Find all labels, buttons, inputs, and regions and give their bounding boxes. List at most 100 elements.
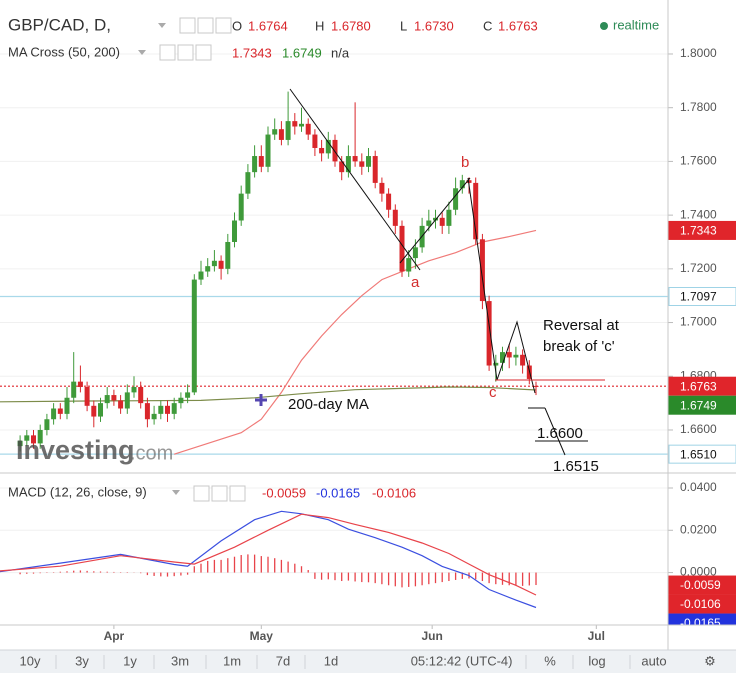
ohlc-value: 1.6764 [248,18,288,33]
annotation: Reversal at [543,317,620,334]
ohlc-label: C [483,18,492,33]
y-tick-label: 1.8000 [680,46,717,60]
range-button[interactable]: 10y [20,653,41,668]
price-badge [668,287,736,307]
candle-body [218,260,224,269]
y-tick-label: 1.7200 [680,261,717,275]
eye-icon[interactable] [193,485,210,502]
header: GBP/CAD, D, O 1.6764 H 1.6780 L 1.6730 C… [8,15,659,502]
candle-body [24,435,30,441]
clock: 05:12:42 [411,653,462,668]
candle-body [91,405,97,417]
y-tick-label: 0.0000 [680,565,717,579]
price-badge [668,594,736,614]
settings-icon[interactable] [211,485,228,502]
ohlc-value: 1.6730 [414,18,454,33]
eye-icon[interactable] [179,17,196,34]
candle-body [144,403,150,420]
x-tick-label: Apr [104,629,125,643]
candle-body [272,129,278,135]
price-badge-label: 1.7097 [680,290,717,304]
candle-body [104,395,110,404]
price-badge-label: 1.6763 [680,379,717,393]
price-badge [668,613,736,625]
scale-option[interactable]: log [588,653,605,668]
watermark: Investing [16,435,135,465]
candle-body [258,156,264,167]
settings-gear[interactable]: ⚙ [704,653,716,668]
drawings [255,88,605,456]
candle-body [439,217,445,226]
range-button[interactable]: 7d [276,653,290,668]
candle-body [211,260,217,267]
close-icon[interactable] [229,485,246,502]
candle-body [131,387,137,393]
candle-body [64,397,70,414]
settings-icon[interactable] [177,44,194,61]
candle-body [399,225,405,272]
price-badge [668,376,736,396]
candle-body [252,156,258,173]
candle-body [299,123,305,127]
candle-body [57,408,63,414]
ma-fast: 1.7343 [232,45,272,60]
eye-icon[interactable] [159,44,176,61]
candle-body [17,440,23,447]
range-button[interactable]: 1d [324,653,338,668]
candle-body [372,156,378,183]
indicator: MA Cross (50, 200) [8,44,120,59]
candle-body [205,266,211,272]
candle-body [345,156,351,173]
range-button[interactable]: 3y [75,653,89,668]
candle-body [232,220,238,242]
settings-icon[interactable] [197,17,214,34]
candle-body [171,403,177,414]
candle-body [479,239,485,302]
close-icon[interactable] [195,44,212,61]
cross-marker [255,394,267,406]
candle-body [178,397,184,404]
annotation: 200-day MA [288,396,369,413]
timezone: (UTC-4) [466,653,513,668]
toolbar [0,650,736,673]
price-badge [668,395,736,415]
range-button[interactable]: 3m [171,653,189,668]
candle-body [392,209,398,226]
candle-body [191,279,197,393]
annotation: break of 'c' [543,338,615,355]
candle-body [165,405,171,414]
x-tick-label: Jun [421,629,442,643]
indicator-line [174,229,537,455]
price-badge [668,575,736,595]
scale-option[interactable]: auto [641,653,666,668]
y-tick-label: 0.0200 [680,522,717,536]
dropdown[interactable] [138,50,146,55]
candle-body [238,193,244,221]
scale-option[interactable]: % [544,653,556,668]
price-badge [668,444,736,464]
candle-body [386,193,392,210]
candle-body [77,381,83,388]
dropdown[interactable] [158,23,166,28]
range-button[interactable]: 1m [223,653,241,668]
candle-body [51,408,57,420]
candle-body [265,134,271,167]
y-tick-label: 0.0400 [680,480,717,494]
close-icon[interactable] [215,17,232,34]
price-badge-label: -0.0106 [680,597,721,611]
y-tick-label: 1.7000 [680,315,717,329]
trend-line [289,88,536,394]
ohlc-value: 1.6763 [498,18,538,33]
dropdown[interactable] [172,490,180,495]
candle-body [359,161,365,167]
candle-body [118,400,124,409]
indicator-line [0,513,537,596]
candle-body [37,429,43,444]
range-button[interactable]: 1y [123,653,137,668]
x-tick-label: May [250,629,274,643]
candle-body [198,271,204,280]
candle-body [453,188,459,210]
candle-body [486,301,492,366]
candle-body [473,182,479,240]
